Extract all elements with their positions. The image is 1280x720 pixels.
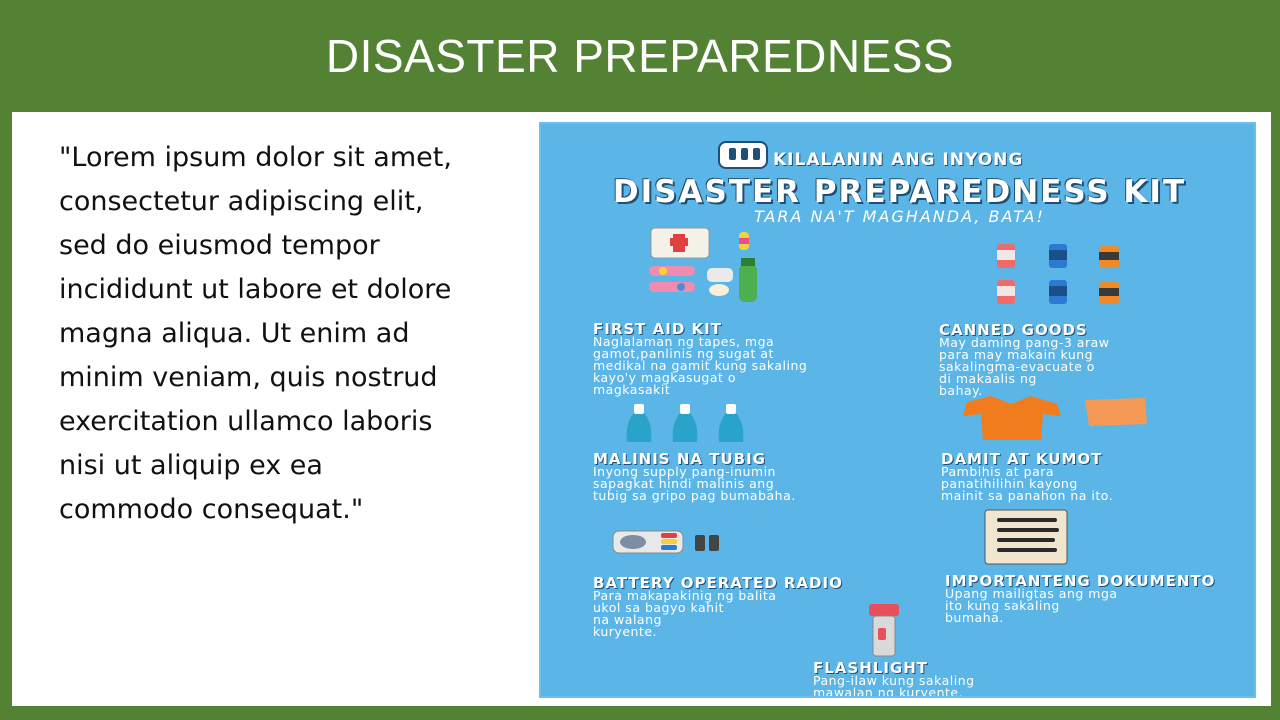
first-aid-kit-icon xyxy=(649,227,757,302)
item-title-importanteng-dokumento: IMPORTANTENG DOKUMENTO xyxy=(945,572,1216,590)
radio-icon xyxy=(612,530,719,554)
poster-headline: DISASTER PREPAREDNESS KIT xyxy=(612,174,1187,210)
canned-goods-icon xyxy=(997,244,1119,304)
item-desc-importanteng-dokumento: Upang mailigtas ang mga ito kung sakalin… xyxy=(945,586,1118,625)
preparedness-kit-poster: KILALANIN ANG INYONG DISASTER PREPAREDNE… xyxy=(539,122,1256,698)
body-text: "Lorem ipsum dolor sit amet, consectetur… xyxy=(59,142,452,525)
item-desc-canned-goods: May daming pang-3 araw para may makain k… xyxy=(939,335,1110,398)
flashlight-icon xyxy=(869,604,899,657)
slide-title: DISASTER PREPAREDNESS xyxy=(325,30,955,82)
item-desc-battery-operated-radio: Para makapakinig ng balita ukol sa bagyo… xyxy=(593,588,777,639)
item-desc-damit-at-kumot: Pambihis at para panatihilihin kayong ma… xyxy=(941,464,1114,503)
item-desc-malinis-na-tubig: Inyong supply pang-inumin sapagkat hindi… xyxy=(593,464,796,503)
poster-subtitle: TARA NA'T MAGHANDA, BATA! xyxy=(754,207,1045,226)
item-title-flashlight: FLASHLIGHT xyxy=(813,659,929,677)
item-desc-flashlight: Pang-ilaw kung sakaling mawalan ng kurye… xyxy=(813,673,975,698)
item-title-first-aid-kit: FIRST AID KIT xyxy=(593,320,722,338)
item-title-malinis-na-tubig: MALINIS NA TUBIG xyxy=(593,450,766,468)
poster-kicker: KILALANIN ANG INYONG xyxy=(773,150,1024,170)
item-desc-first-aid-kit: Naglalaman ng tapes, mga gamot,panlinis … xyxy=(593,334,808,397)
content-panel: "Lorem ipsum dolor sit amet, consectetur… xyxy=(12,112,1271,706)
water-bottles-icon xyxy=(626,404,744,442)
item-title-battery-operated-radio: BATTERY OPERATED RADIO xyxy=(593,574,843,592)
clothes-icon xyxy=(963,396,1147,440)
documents-icon xyxy=(984,509,1068,565)
item-title-damit-at-kumot: DAMIT AT KUMOT xyxy=(941,450,1103,468)
item-title-canned-goods: CANNED GOODS xyxy=(939,321,1088,339)
logo-icon xyxy=(718,141,768,169)
